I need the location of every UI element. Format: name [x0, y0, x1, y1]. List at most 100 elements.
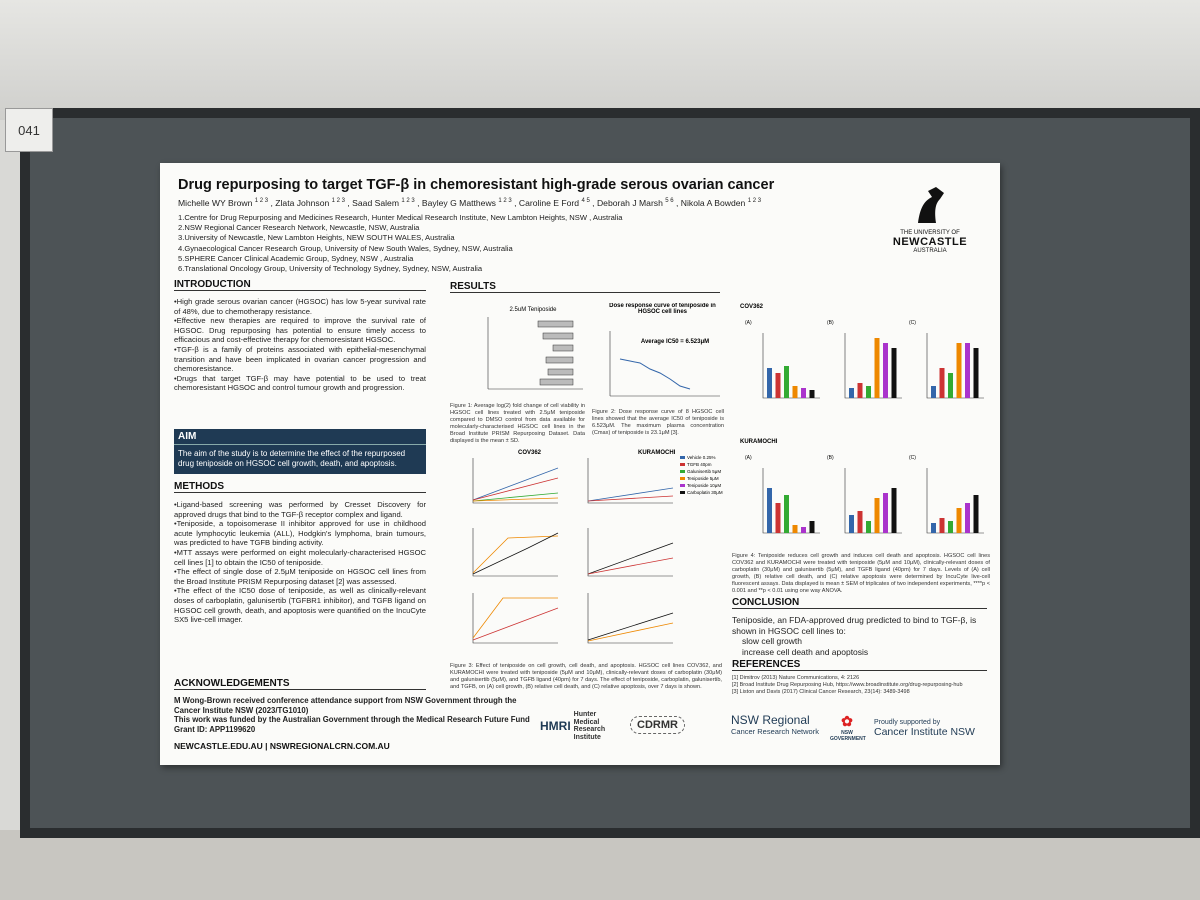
- bullet-item: The effect of single dose of 2.5μM tenip…: [174, 567, 426, 586]
- logo-text: HMRI: [540, 719, 571, 733]
- bullet-item: slow cell growth: [742, 636, 802, 646]
- bar-graphic: [767, 488, 772, 533]
- author-affiliation: 1 2 3: [498, 198, 512, 205]
- logo-text: NSW GOVERNMENT: [830, 730, 866, 742]
- bar-graphic: [767, 368, 772, 398]
- acknowledgements-text: M Wong-Brown received conference attenda…: [174, 696, 544, 734]
- list-item: This work was funded by the Australian G…: [174, 715, 530, 734]
- bar-graphic: [965, 343, 970, 398]
- nsw-regional-logo: NSW Regional Cancer Research Network: [705, 713, 819, 736]
- bullet-item: Drugs that target TGF-β may have potenti…: [174, 374, 426, 393]
- bar-graphic: [866, 386, 871, 398]
- panel-label: (C): [909, 320, 916, 326]
- section-heading: CONCLUSION: [732, 597, 987, 609]
- bar-graphic: [931, 386, 936, 398]
- bar-graphic: [891, 488, 897, 533]
- bar-graphic: [784, 366, 789, 398]
- bar-graphic: [956, 343, 962, 398]
- cinsw-logo: Proudly supported by Cancer Institute NS…: [874, 719, 975, 738]
- bar-graphic: [883, 343, 888, 398]
- section-heading: REFERENCES: [732, 659, 987, 671]
- legend-swatch: [680, 491, 685, 494]
- bar-graphic: [931, 523, 936, 533]
- bar-graphic: [792, 386, 798, 398]
- legend-label: Carboplatin 30μM: [687, 490, 723, 495]
- logo-text: Hunter Medical Research Institute: [573, 711, 606, 741]
- bar-graphic: [874, 498, 880, 533]
- logo-line: NEWCASTLE: [892, 236, 968, 248]
- conclusion-intro: Teniposide, an FDA-approved drug predict…: [732, 615, 977, 636]
- logo-emblem: [918, 187, 944, 223]
- row-title: KURAMOCHI: [740, 439, 778, 445]
- author-name: Saad Salem: [352, 198, 399, 208]
- affiliations: 1.Centre for Drug Repurposing and Medici…: [178, 213, 622, 274]
- poster: Drug repurposing to target TGF-β in chem…: [160, 163, 1000, 765]
- list-item: 4.Gynaecological Cancer Research Group, …: [178, 243, 513, 253]
- authors: Michelle WY Brown 1 2 3 , Zlata Johnson …: [178, 198, 762, 208]
- bar-graphic: [809, 390, 815, 398]
- bar-graphic: [809, 521, 815, 533]
- figure-annotation: Average IC50 = 6.523μM: [641, 339, 709, 345]
- conclusion-bullets: slow cell growth increase cell death and …: [732, 636, 987, 657]
- bar-graphic: [948, 373, 953, 398]
- logo-line: THE UNIVERSITY OF: [900, 230, 960, 236]
- bar-graphic: [857, 383, 863, 398]
- bullet-item: High grade serous ovarian cancer (HGSOC)…: [174, 297, 426, 316]
- bar-graphic: [973, 495, 979, 533]
- figure-title: 2.5uM Teniposide: [510, 307, 558, 313]
- legend-label: Teniposide 5μM: [687, 476, 719, 481]
- author-name: Caroline E Ford: [518, 198, 580, 208]
- legend-label: TGFB 40pm: [687, 462, 712, 467]
- panel-label: (B): [827, 320, 834, 326]
- aim-box: AIM The aim of the study is to determine…: [174, 429, 426, 474]
- panel-label: (B): [827, 455, 834, 461]
- section-heading: METHODS: [174, 481, 426, 493]
- figure-caption: Figure 2: Dose response curve of 8 HGSOC…: [592, 409, 724, 436]
- poster-title: Drug repurposing to target TGF-β in chem…: [178, 177, 775, 193]
- author-name: Bayley G Matthews: [421, 198, 496, 208]
- author-name: Zlata Johnson: [275, 198, 330, 208]
- list-item: [1] Dimitrov (2013) Nature Communication…: [732, 675, 860, 681]
- figure-caption: Figure 4: Teniposide reduces cell growth…: [732, 553, 990, 594]
- bullet-item: Effective new therapies are required to …: [174, 316, 426, 345]
- bar-graphic: [883, 493, 888, 533]
- author-name: Nikola A Bowden: [680, 198, 746, 208]
- row-title: COV362: [740, 304, 764, 310]
- panel-title: KURAMOCHI: [638, 450, 676, 456]
- list-item: 3.University of Newcastle, New Lambton H…: [178, 233, 455, 243]
- bar-graphic: [857, 511, 863, 533]
- panel-label: (A): [745, 320, 752, 326]
- panel-label: (A): [745, 455, 752, 461]
- bar-graphic: [939, 368, 945, 398]
- figure-caption: Figure 3: Effect of teniposide on cell g…: [450, 663, 722, 690]
- bullet-item: increase cell death and apoptosis: [742, 646, 869, 657]
- bar-graphic: [891, 348, 897, 398]
- bar-graphic: [849, 515, 854, 533]
- bullet-item: The effect of the IC50 dose of teniposid…: [174, 586, 426, 624]
- logo-text: Cancer Institute NSW: [874, 726, 975, 738]
- bar-graphic: [956, 508, 962, 533]
- bar-graphic: [939, 518, 945, 533]
- legend-label: Teniposide 10μM: [687, 483, 721, 488]
- author-affiliation: 1 2 3: [401, 198, 415, 205]
- references-list: [1] Dimitrov (2013) Nature Communication…: [732, 675, 987, 696]
- floor: [0, 830, 1200, 900]
- list-item: [2] Broad Institute Drug Repurposing Hub…: [732, 682, 963, 688]
- footer-links: NEWCASTLE.EDU.AU | NSWREGIONALCRN.COM.AU: [174, 741, 390, 751]
- bullet-item: MTT assays were performed on eight molec…: [174, 548, 426, 567]
- section-heading: ACKNOWLEDGEMENTS: [174, 678, 426, 690]
- bar-graphic: [775, 373, 781, 398]
- legend-label: Vehicle 0.25%: [687, 455, 716, 460]
- panel-label: (C): [909, 455, 916, 461]
- panel-title: COV362: [518, 450, 542, 456]
- list-item: [3] Liston and Davis (2017) Clinical Can…: [732, 689, 910, 695]
- bar-graphic: [965, 503, 970, 533]
- legend-swatch: [680, 463, 685, 466]
- logo-line: AUSTRALIA: [913, 248, 947, 254]
- author-affiliation: 5 6: [665, 198, 674, 205]
- ceiling: [0, 0, 1200, 120]
- author-affiliation: 1 2 3: [331, 198, 345, 205]
- figure-title: Dose response curve of teniposide in HGS…: [609, 303, 716, 315]
- bar-graphic: [973, 348, 979, 398]
